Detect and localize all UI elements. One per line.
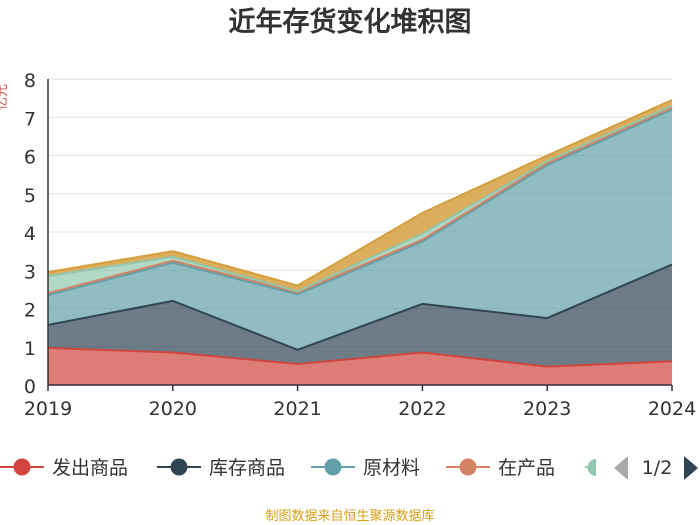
x-tick-label: 2021 bbox=[273, 398, 321, 420]
legend-label: 原材料 bbox=[363, 457, 420, 479]
series-lines bbox=[47, 99, 673, 368]
legend-label: 库存商品 bbox=[209, 457, 285, 479]
x-tick-label: 2024 bbox=[648, 398, 696, 420]
y-tick-label: 2 bbox=[24, 300, 36, 322]
legend-item-3[interactable]: 在产品 bbox=[446, 457, 555, 479]
x-tick-label: 2023 bbox=[523, 398, 571, 420]
y-tick-labels: 0 1 2 3 4 5 6 7 8 bbox=[24, 70, 36, 398]
legend-item-0[interactable]: 发出商品 bbox=[0, 457, 128, 479]
legend-item-1[interactable]: 库存商品 bbox=[157, 457, 285, 479]
line-series-3 bbox=[47, 106, 673, 295]
legend-marker-icon bbox=[170, 458, 188, 476]
legend-marker-icon bbox=[587, 459, 596, 476]
y-axis-unit-label: 亿元 bbox=[0, 84, 10, 110]
legend-item-2[interactable]: 原材料 bbox=[311, 457, 420, 479]
source-note: 制图数据来自恒生聚源数据库 bbox=[265, 508, 434, 524]
legend: 发出商品 库存商品 原材料 在产品 bbox=[0, 457, 596, 479]
legend-marker-icon bbox=[324, 458, 342, 476]
y-tick-label: 5 bbox=[24, 185, 36, 207]
y-tick-label: 8 bbox=[24, 70, 36, 92]
legend-prev-page-icon[interactable] bbox=[614, 456, 628, 480]
legend-marker-icon bbox=[459, 458, 477, 476]
line-series-4 bbox=[47, 104, 673, 293]
legend-next-page-icon[interactable] bbox=[684, 456, 698, 480]
y-tick-label: 4 bbox=[24, 223, 36, 245]
y-tick-label: 1 bbox=[24, 338, 36, 360]
y-tick-label: 7 bbox=[24, 108, 36, 130]
y-tick-label: 3 bbox=[24, 261, 36, 283]
legend-item-partial[interactable] bbox=[585, 459, 596, 476]
area-series-2 bbox=[48, 109, 672, 350]
x-tick-label: 2022 bbox=[398, 398, 446, 420]
line-series-2 bbox=[47, 108, 673, 297]
area-series-5 bbox=[48, 100, 672, 292]
line-series-1 bbox=[47, 263, 673, 351]
stacked-areas bbox=[48, 100, 672, 385]
x-tick-label: 2019 bbox=[24, 398, 72, 420]
axes bbox=[47, 79, 673, 391]
legend-page-indicator: 1/2 bbox=[642, 457, 673, 479]
x-tick-labels: 2019 2020 2021 2022 2023 2024 bbox=[24, 398, 696, 420]
chart-title: 近年存货变化堆积图 bbox=[229, 6, 472, 38]
legend-label: 在产品 bbox=[498, 457, 555, 479]
area-series-1 bbox=[48, 264, 672, 367]
line-series-0 bbox=[47, 346, 673, 368]
legend-marker-icon bbox=[13, 458, 31, 476]
x-tick-label: 2020 bbox=[149, 398, 197, 420]
y-tick-label: 6 bbox=[24, 147, 36, 169]
area-series-4 bbox=[48, 105, 672, 294]
area-series-0 bbox=[48, 347, 672, 385]
legend-pager: 1/2 bbox=[614, 456, 698, 480]
y-tick-label: 0 bbox=[24, 376, 36, 398]
legend-label: 发出商品 bbox=[52, 457, 128, 479]
line-series-5 bbox=[47, 99, 673, 287]
